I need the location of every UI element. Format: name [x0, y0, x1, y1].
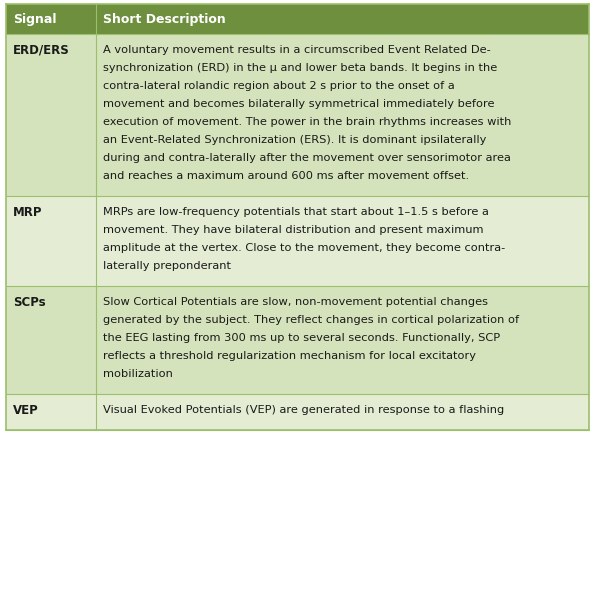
Text: reflects a threshold regularization mechanism for local excitatory: reflects a threshold regularization mech… [104, 351, 477, 361]
Text: during and contra-laterally after the movement over sensorimotor area: during and contra-laterally after the mo… [104, 153, 511, 163]
Bar [6, 394, 589, 430]
Text: VEP: VEP [13, 404, 39, 416]
Text: mobilization: mobilization [104, 369, 173, 379]
Text: and reaches a maximum around 600 ms after movement offset.: and reaches a maximum around 600 ms afte… [104, 171, 469, 181]
Bar [6, 286, 589, 394]
Text: contra-lateral rolandic region about 2 s prior to the onset of a: contra-lateral rolandic region about 2 s… [104, 81, 455, 91]
Bar [6, 196, 589, 286]
Text: Visual Evoked Potentials (VEP) are generated in response to a flashing: Visual Evoked Potentials (VEP) are gener… [104, 405, 505, 415]
Text: Signal: Signal [13, 13, 57, 25]
Text: Slow Cortical Potentials are slow, non-movement potential changes: Slow Cortical Potentials are slow, non-m… [104, 297, 488, 307]
Text: execution of movement. The power in the brain rhythms increases with: execution of movement. The power in the … [104, 117, 512, 127]
Bar [6, 34, 589, 196]
Text: synchronization (ERD) in the μ and lower beta bands. It begins in the: synchronization (ERD) in the μ and lower… [104, 63, 497, 73]
Text: amplitude at the vertex. Close to the movement, they become contra-: amplitude at the vertex. Close to the mo… [104, 243, 506, 253]
Text: movement and becomes bilaterally symmetrical immediately before: movement and becomes bilaterally symmetr… [104, 99, 495, 109]
Text: Short Description: Short Description [104, 13, 226, 25]
Text: MRPs are low-frequency potentials that start about 1–1.5 s before a: MRPs are low-frequency potentials that s… [104, 207, 489, 217]
Text: an Event-Related Synchronization (ERS). It is dominant ipsilaterally: an Event-Related Synchronization (ERS). … [104, 135, 487, 145]
Text: movement. They have bilateral distribution and present maximum: movement. They have bilateral distributi… [104, 225, 484, 235]
Text: generated by the subject. They reflect changes in cortical polarization of: generated by the subject. They reflect c… [104, 315, 519, 325]
Text: the EEG lasting from 300 ms up to several seconds. Functionally, SCP: the EEG lasting from 300 ms up to severa… [104, 333, 500, 343]
Bar [6, 4, 589, 34]
Text: MRP: MRP [13, 206, 42, 218]
Text: ERD/ERS: ERD/ERS [13, 44, 70, 56]
Text: A voluntary movement results in a circumscribed Event Related De-: A voluntary movement results in a circum… [104, 45, 491, 55]
Text: laterally preponderant: laterally preponderant [104, 261, 231, 271]
Text: SCPs: SCPs [13, 296, 46, 308]
